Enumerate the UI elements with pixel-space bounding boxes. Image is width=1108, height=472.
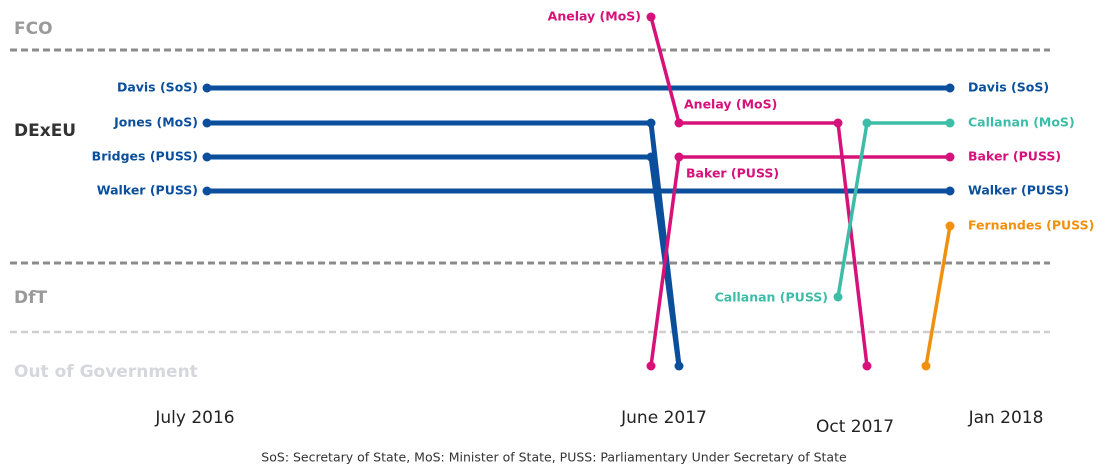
footnote: SoS: Secretary of State, MoS: Minister o…	[261, 450, 847, 465]
dots	[833, 118, 955, 302]
label: Davis (SoS)	[117, 80, 198, 95]
label: Callanan (MoS)	[968, 115, 1075, 130]
label: Anelay (MoS)	[684, 97, 777, 112]
dots	[202, 83, 955, 371]
department: Out of Government	[14, 362, 198, 382]
label: Baker (PUSS)	[968, 149, 1061, 164]
date-label: July 2016	[154, 408, 234, 428]
department: DfT	[14, 288, 48, 308]
dots	[646, 12, 955, 371]
label: Fernandes (PUSS)	[968, 218, 1094, 233]
label: Davis (SoS)	[968, 80, 1049, 95]
label: Bridges (PUSS)	[92, 149, 198, 164]
label: Baker (PUSS)	[686, 166, 779, 181]
date-label: Oct 2017	[816, 417, 894, 437]
label: Walker (PUSS)	[968, 183, 1069, 198]
path	[924, 225, 952, 367]
label: Callanan (PUSS)	[715, 290, 828, 305]
department: FCO	[14, 19, 53, 39]
department: DExEU	[14, 121, 76, 141]
label: Anelay (MoS)	[548, 9, 641, 24]
dots	[921, 221, 955, 371]
path	[649, 16, 869, 367]
date-label: Jan 2018	[968, 408, 1044, 428]
label: Jones (MoS)	[113, 115, 198, 130]
label: Walker (PUSS)	[97, 183, 198, 198]
date-label: June 2017	[620, 408, 707, 428]
